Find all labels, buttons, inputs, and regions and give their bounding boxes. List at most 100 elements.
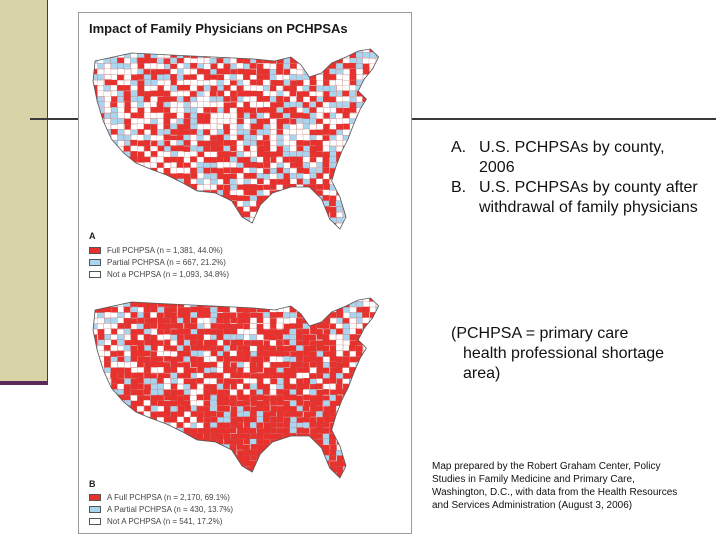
county-cell (216, 399, 224, 406)
county-cell (170, 366, 178, 373)
county-cell (130, 422, 138, 429)
county-cell (183, 466, 191, 473)
county-cell (329, 195, 337, 202)
county-cell (224, 438, 231, 445)
county-cell (276, 466, 284, 473)
county-cell (157, 345, 165, 352)
county-cell (349, 173, 357, 179)
county-cell (170, 74, 178, 80)
county-cell (183, 328, 191, 335)
county-cell (130, 400, 138, 407)
county-cell (197, 234, 204, 240)
county-cell (150, 322, 158, 329)
county-cell (369, 399, 376, 406)
county-cell (163, 69, 171, 75)
county-cell (150, 228, 158, 229)
county-cell (123, 471, 131, 478)
county-cell (376, 483, 383, 489)
county-cell (316, 62, 323, 69)
county-cell (170, 178, 178, 185)
county-cell (322, 334, 330, 341)
county-cell (290, 417, 297, 423)
county-cell (375, 80, 379, 86)
county-cell (363, 189, 370, 196)
county-cell (250, 472, 258, 478)
county-cell (256, 123, 264, 130)
county-cell (342, 411, 350, 418)
county-cell (283, 63, 291, 70)
county-cell (309, 129, 317, 136)
county-cell (256, 389, 264, 396)
county-cell (150, 118, 158, 125)
county-cell (183, 378, 191, 385)
panel-b-label: B (89, 479, 96, 489)
county-cell (93, 52, 98, 59)
county-cell (150, 465, 158, 472)
county-cell (203, 101, 211, 108)
county-cell (150, 200, 157, 207)
county-cell (349, 406, 357, 412)
county-cell (223, 367, 231, 374)
county-cell (216, 79, 224, 86)
map-figure: Impact of Family Physicians on PCHPSAs A… (78, 12, 412, 534)
county-cell (190, 195, 198, 201)
county-cell (170, 449, 178, 456)
county-cell (157, 366, 165, 373)
county-cell (376, 472, 379, 478)
county-cell (230, 433, 238, 440)
county-cell (342, 118, 350, 125)
county-cell (369, 422, 377, 429)
county-cell (349, 183, 357, 190)
county-cell (150, 351, 158, 358)
county-cell (183, 217, 191, 224)
county-cell (144, 85, 151, 92)
county-cell (93, 466, 98, 472)
county-cell (368, 367, 376, 373)
county-cell (143, 439, 151, 445)
county-cell (136, 383, 144, 390)
county-cell (176, 422, 184, 428)
county-cell (117, 350, 124, 357)
county-cell (164, 312, 171, 319)
county-cell (262, 189, 270, 196)
county-cell (204, 140, 211, 147)
county-cell (375, 173, 379, 180)
county-cell (197, 113, 204, 119)
county-cell (164, 483, 171, 489)
county-cell (104, 351, 112, 357)
county-cell (170, 406, 178, 412)
county-cell (302, 417, 310, 424)
county-cell (309, 477, 317, 478)
county-cell (177, 405, 185, 412)
county-cell (104, 428, 112, 434)
county-cell (382, 323, 389, 329)
county-cell (223, 395, 230, 401)
county-cell (269, 383, 277, 390)
county-cell (111, 323, 118, 330)
county-cell (243, 421, 251, 428)
county-cell (262, 311, 270, 318)
county-cell (204, 74, 211, 81)
county-cell (136, 372, 144, 379)
legend-label: Full PCHPSA (n = 1,381, 44.0%) (107, 245, 223, 255)
county-cell (250, 340, 258, 346)
county-cell (203, 466, 211, 473)
county-cell (322, 217, 330, 224)
county-cell (295, 345, 303, 351)
county-cell (170, 200, 178, 207)
county-cell (156, 135, 164, 141)
county-cell (143, 57, 151, 64)
county-cell (276, 200, 283, 207)
county-cell (229, 139, 237, 146)
county-cell (131, 367, 138, 374)
county-cell (136, 123, 144, 130)
county-cell (131, 134, 138, 141)
county-cell (210, 312, 218, 318)
county-cell (183, 74, 191, 81)
county-cell (144, 428, 152, 434)
county-cell (130, 455, 138, 462)
county-cell (124, 74, 132, 81)
county-cell (131, 200, 138, 207)
county-cell (117, 438, 125, 445)
county-cell (111, 96, 119, 103)
